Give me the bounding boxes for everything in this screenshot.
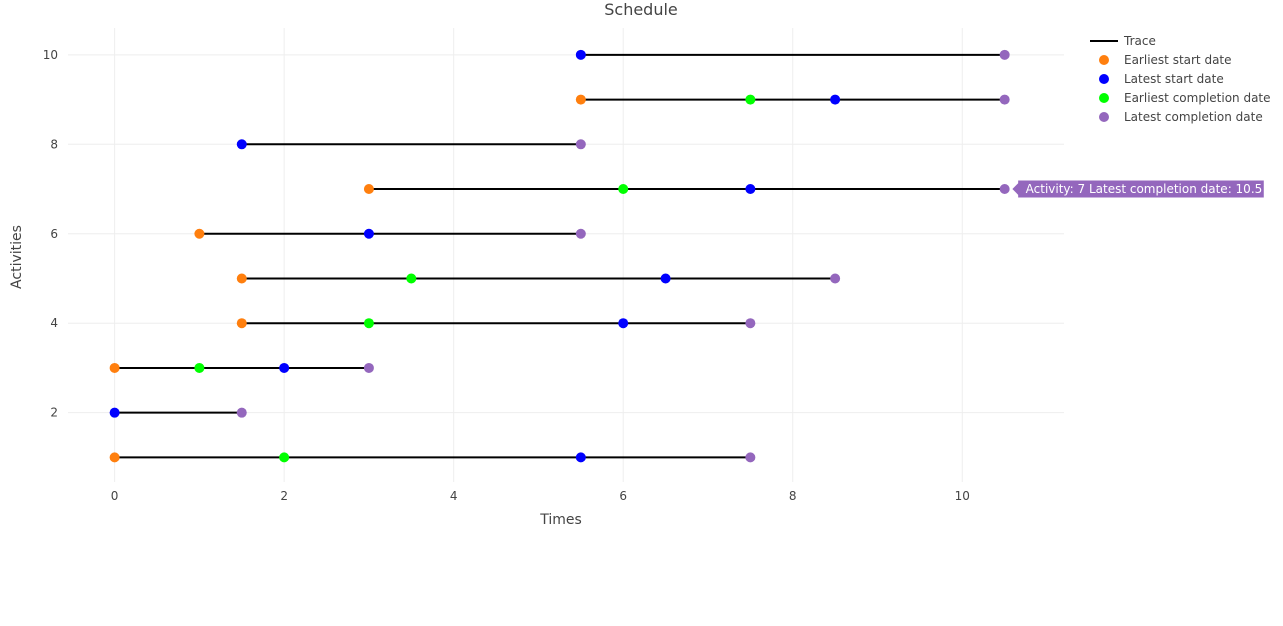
latest-completion-date-marker (999, 184, 1010, 195)
earliest-start-date-marker (575, 94, 586, 105)
grid (68, 28, 1064, 482)
latest-start-date-marker (575, 452, 586, 463)
earliest-completion-date-marker (194, 362, 205, 373)
legend-marker-swatch (1099, 74, 1109, 84)
y-tick-label: 2 (50, 406, 58, 420)
latest-start-date-marker (830, 94, 841, 105)
earliest-completion-date-marker (406, 273, 417, 284)
earliest-start-date-marker (236, 273, 247, 284)
y-axis-title: Activities (9, 225, 25, 289)
latest-start-date-marker (660, 273, 671, 284)
y-tick-label: 6 (50, 227, 58, 241)
latest-completion-date-marker (830, 273, 841, 284)
latest-completion-date-marker (999, 94, 1010, 105)
legend-label: Trace (1123, 34, 1156, 48)
hover-tooltip: Activity: 7 Latest completion date: 10.5 (1010, 179, 1265, 199)
x-tick-label: 10 (955, 489, 970, 503)
legend-item-earliest-start-date[interactable]: Earliest start date (1099, 53, 1232, 67)
legend-item-trace[interactable]: Trace (1090, 34, 1156, 48)
legend-label: Earliest start date (1124, 53, 1232, 67)
latest-start-date-marker (109, 407, 120, 418)
latest-start-date-marker (236, 139, 247, 150)
earliest-start-date-marker (194, 228, 205, 239)
x-tick-label: 4 (450, 489, 458, 503)
latest-completion-date-marker (745, 318, 756, 329)
legend-marker-swatch (1099, 55, 1109, 65)
tooltip-text: Activity: 7 Latest completion date: 10.5 (1026, 182, 1263, 196)
legend-label: Latest completion date (1124, 110, 1263, 124)
legend-label: Earliest completion date (1124, 91, 1271, 105)
latest-start-date-marker (363, 228, 374, 239)
earliest-start-date-marker (363, 184, 374, 195)
x-tick-label: 8 (789, 489, 797, 503)
latest-completion-date-marker (363, 362, 374, 373)
legend-label: Latest start date (1124, 72, 1224, 86)
x-tick-label: 6 (619, 489, 627, 503)
earliest-completion-date-marker (745, 94, 756, 105)
chart-title: Schedule (604, 0, 678, 19)
legend-marker-swatch (1099, 112, 1109, 122)
legend-item-earliest-completion-date[interactable]: Earliest completion date (1099, 91, 1271, 105)
tooltip-box (1010, 179, 1265, 199)
x-axis-title: Times (539, 512, 582, 528)
latest-completion-date-marker (999, 49, 1010, 60)
x-tick-label: 2 (280, 489, 288, 503)
legend-item-latest-completion-date[interactable]: Latest completion date (1099, 110, 1263, 124)
latest-start-date-marker (575, 49, 586, 60)
latest-completion-date-marker (575, 139, 586, 150)
latest-completion-date-marker (236, 407, 247, 418)
earliest-completion-date-marker (618, 184, 629, 195)
earliest-completion-date-marker (279, 452, 290, 463)
earliest-start-date-marker (109, 452, 120, 463)
x-tick-label: 0 (111, 489, 119, 503)
markers (109, 49, 1010, 463)
legend-item-latest-start-date[interactable]: Latest start date (1099, 72, 1224, 86)
trace-lines (114, 53, 1005, 459)
earliest-start-date-marker (236, 318, 247, 329)
legend[interactable]: Trace Earliest start date Latest start dat… (1090, 34, 1271, 124)
latest-completion-date-marker (575, 228, 586, 239)
y-tick-label: 10 (43, 48, 58, 62)
y-tick-label: 4 (50, 316, 58, 330)
earliest-completion-date-marker (363, 318, 374, 329)
earliest-start-date-marker (109, 362, 120, 373)
latest-start-date-marker (618, 318, 629, 329)
legend-marker-swatch (1099, 93, 1109, 103)
latest-start-date-marker (745, 184, 756, 195)
latest-start-date-marker (279, 362, 290, 373)
ticks: 0 2 4 6 8 10 2 4 6 8 10 (43, 48, 970, 503)
latest-completion-date-marker (745, 452, 756, 463)
y-tick-label: 8 (50, 137, 58, 151)
